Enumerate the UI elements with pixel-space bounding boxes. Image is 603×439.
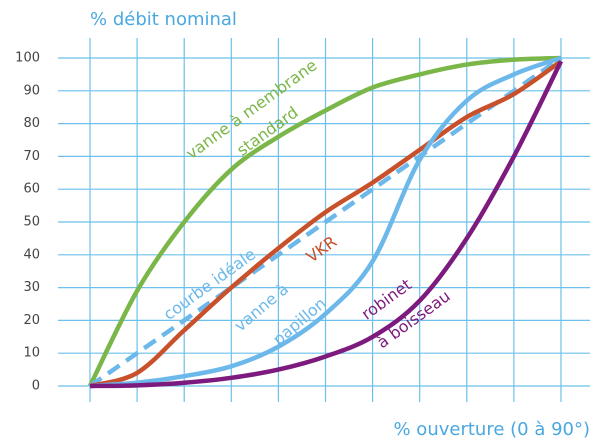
y-tick-label: 30 xyxy=(23,280,40,295)
y-tick-label: 100 xyxy=(15,51,40,66)
y-tick-label: 10 xyxy=(23,346,40,361)
y-tick-label: 0 xyxy=(32,379,40,394)
chart-title: % débit nominal xyxy=(90,9,237,30)
series-line xyxy=(87,55,562,387)
series-line xyxy=(89,60,564,389)
series-line xyxy=(88,56,563,388)
y-tick-label: 80 xyxy=(23,116,40,131)
y-tick-label: 40 xyxy=(23,247,40,262)
y-tick-label: 90 xyxy=(23,83,40,98)
series-line xyxy=(89,59,563,389)
x-axis-label: % ouverture (0 à 90°) xyxy=(393,419,590,439)
y-tick-label: 70 xyxy=(23,149,40,164)
y-tick-label: 60 xyxy=(23,182,40,197)
series-line xyxy=(89,55,562,389)
y-tick-label: 50 xyxy=(23,215,40,230)
y-tick-label: 20 xyxy=(23,313,40,328)
annotation: VKR xyxy=(303,232,341,267)
